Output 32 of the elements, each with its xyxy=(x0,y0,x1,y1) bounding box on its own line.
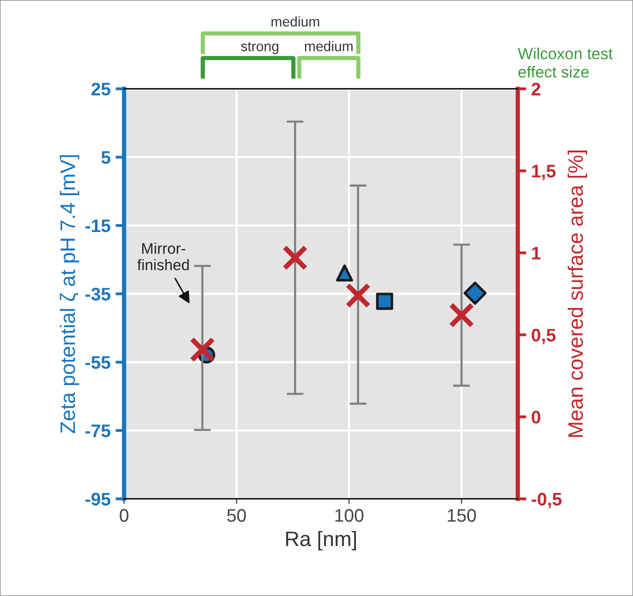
y-tick-label: -35 xyxy=(85,288,110,301)
point xyxy=(336,264,354,282)
point xyxy=(376,292,394,310)
y2-tick-label: 1,5 xyxy=(532,164,556,180)
point xyxy=(463,282,487,305)
y2-tick-label: -0,5 xyxy=(532,492,562,508)
y2-tick-label: 2 xyxy=(532,82,540,96)
y2-axis-title: Mean covered surface area [%] xyxy=(568,150,588,437)
point xyxy=(190,336,216,362)
text: strong xyxy=(240,42,278,54)
y-tick-label: 25 xyxy=(91,82,110,96)
text: medium xyxy=(305,41,353,52)
text: medium xyxy=(272,16,320,27)
point xyxy=(448,302,474,328)
x-tick-label: 100 xyxy=(335,509,364,522)
point xyxy=(345,282,371,308)
text: Wilcoxon test effect size xyxy=(518,48,613,78)
x-tick-label: 0 xyxy=(120,509,128,522)
y-tick-label: -15 xyxy=(85,220,110,232)
y2-tick-label: 1 xyxy=(532,246,541,260)
point xyxy=(282,245,308,270)
y-tick-label: -55 xyxy=(85,356,110,369)
annotation: Mirror- finished xyxy=(137,242,189,270)
x-axis-title: Ra [nm] xyxy=(286,530,356,550)
y-tick-label: -75 xyxy=(85,424,110,438)
y-tick-label: 5 xyxy=(101,151,110,164)
y2-tick-label: 0,5 xyxy=(532,328,556,344)
x-tick-label: 50 xyxy=(227,509,246,522)
y-axis-title: Zeta potential ζ at pH 7.4 [mV] xyxy=(60,155,80,434)
y2-tick-label: 0 xyxy=(532,410,540,424)
y-tick-label: -95 xyxy=(85,492,110,506)
x-tick-label: 150 xyxy=(448,509,476,522)
